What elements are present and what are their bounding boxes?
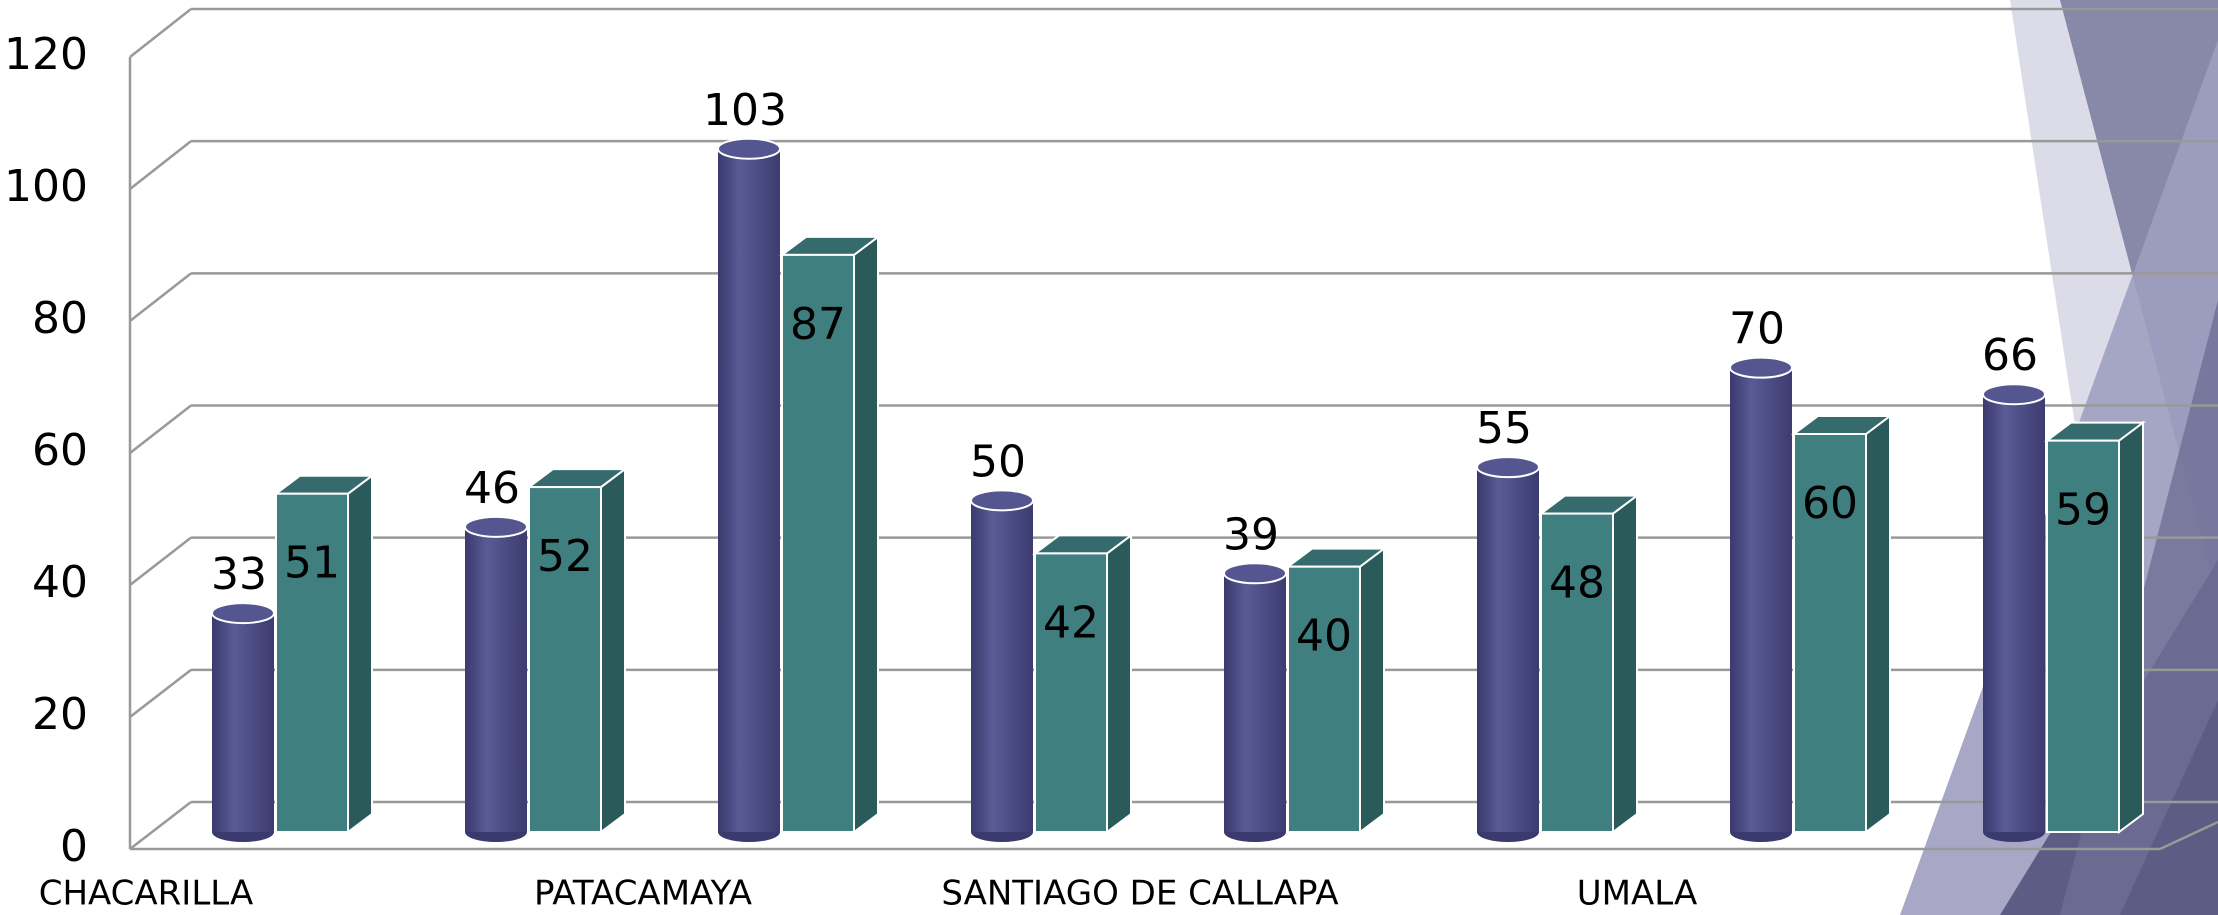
value-label: 55 [1476,403,1532,454]
box-side [600,467,626,834]
box-front [781,253,855,833]
box-front [1540,512,1614,833]
box-side [1612,493,1638,834]
box-side [2118,420,2144,834]
box-side [1865,414,1891,834]
y-tick-label: 40 [32,557,88,608]
y-tick-label: 60 [32,425,88,476]
value-label: 59 [2055,485,2111,536]
cylinder-body [1730,367,1792,832]
cylinder-body [718,148,780,832]
cylinder-body [1477,467,1539,832]
box-front [2046,439,2120,833]
value-label: 50 [970,436,1026,487]
y-tick-label: 0 [60,821,88,872]
value-label: 46 [464,463,520,514]
x-tick-label: SANTIAGO DE CALLAPA [941,874,1338,914]
y-tick-label: 80 [32,293,88,344]
x-tick-label: UMALA [1577,874,1697,914]
box-front [1034,552,1108,834]
value-label: 48 [1549,558,1605,609]
value-label: 40 [1296,611,1352,662]
grid-line-side [129,536,192,586]
value-label: 103 [703,85,787,136]
box-front [1287,565,1361,834]
cylinder-body [465,526,527,832]
box-front [275,492,349,833]
cylinder-top [1729,356,1793,379]
value-label: 60 [1802,478,1858,529]
value-label: 51 [284,538,340,589]
cylinder-top [464,515,528,538]
cylinder-body [971,500,1033,832]
cylinder-top [211,602,275,625]
box-front [1793,433,1867,833]
grid-line-side [129,272,192,322]
grid-line-side [129,801,192,850]
box-side [1106,533,1132,834]
x-tick-label: PATACAMAYA [534,874,752,914]
y-tick-label: 100 [4,161,88,212]
box-front [528,486,602,833]
value-label: 52 [537,531,593,582]
box-side [1359,546,1385,834]
cylinder-top [1982,383,2046,406]
cylinder-top [717,137,781,160]
floor-edge [2159,820,2218,851]
cylinder-top [970,489,1034,512]
x-tick-label: CHACARILLA [39,874,254,914]
y-tick-label: 120 [4,29,88,80]
cylinder-top [1223,562,1287,585]
cylinder-top [1476,456,1540,479]
value-label: 70 [1729,304,1785,355]
grid-line-side [129,668,192,718]
value-label: 87 [790,299,846,350]
cylinder-body [1224,573,1286,832]
cylinder-body [1983,394,2045,832]
grid-line-side [129,8,192,58]
box-side [853,234,879,834]
cylinder-body [212,613,274,832]
grid-line-side [129,404,192,454]
value-label: 39 [1223,509,1279,560]
grid-line-side [129,140,192,190]
value-label: 42 [1043,597,1099,648]
value-label: 33 [211,549,267,600]
y-tick-label: 20 [32,689,88,740]
value-label: 66 [1982,330,2038,381]
box-side [347,473,373,834]
